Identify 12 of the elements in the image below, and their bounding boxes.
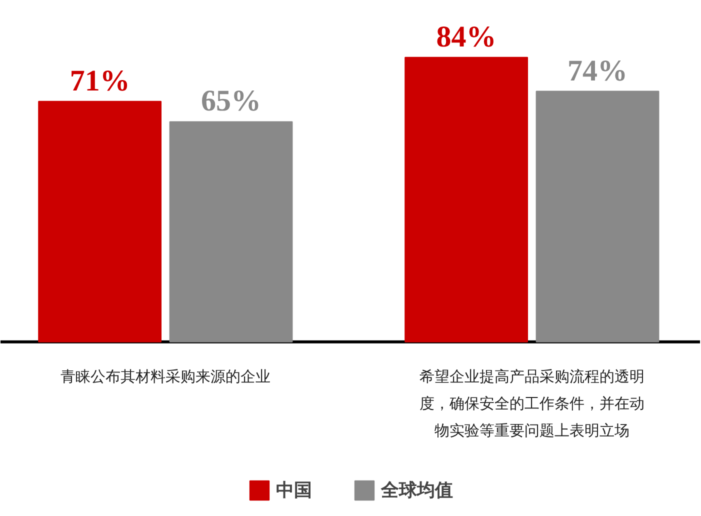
data-label: 84% xyxy=(436,20,496,54)
x-tick-label: 青睐公布其材料采购来源的企业 xyxy=(60,367,270,386)
x-tick-label: 希望企业提高产品采购流程的透明度，确保安全的工作条件，并在动物实验等重要问题上表明立场 xyxy=(419,367,644,440)
data-label: 71% xyxy=(70,64,130,98)
legend-label: 中国 xyxy=(276,479,312,502)
bar xyxy=(536,90,660,342)
bar xyxy=(404,56,528,342)
bar xyxy=(38,100,162,342)
data-label: 65% xyxy=(201,84,262,118)
bar xyxy=(169,121,293,342)
legend-label: 全球均值 xyxy=(381,479,453,502)
data-label: 74% xyxy=(568,54,628,88)
